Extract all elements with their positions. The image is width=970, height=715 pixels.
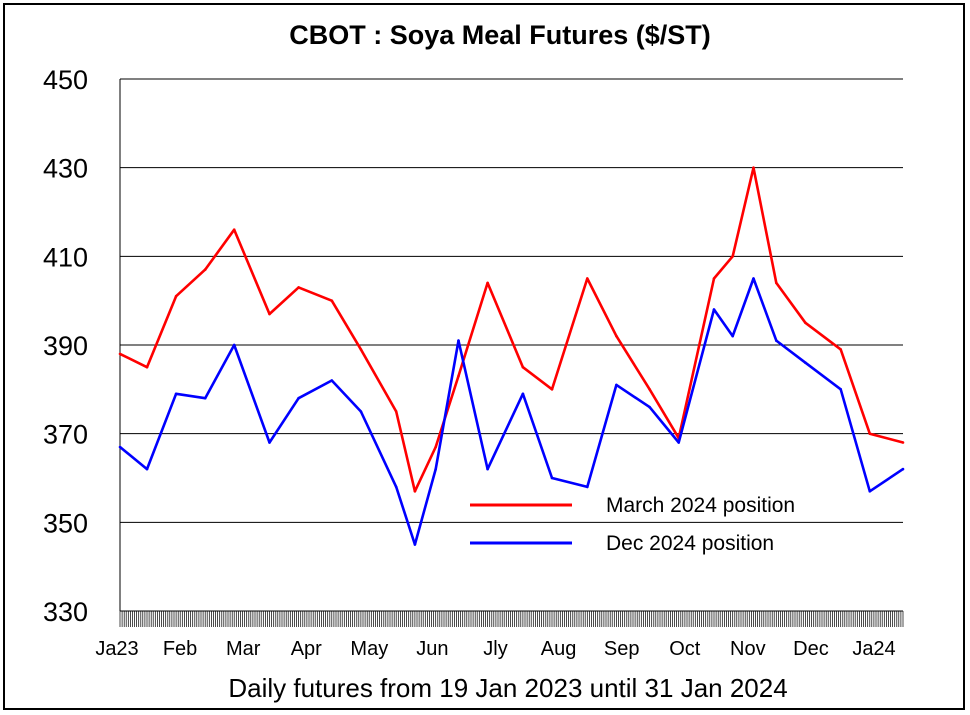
data-point [145,365,149,369]
data-point [868,490,872,493]
data-point [775,339,778,342]
data-point [550,388,554,391]
x-tick-label: Sep [604,638,640,660]
data-point [359,348,363,351]
x-axis-ticks: Ja23 Feb Mar Apr May Jun Jly Aug Sep Oct Nov Dec Ja2… [95,611,904,660]
data-point [712,308,716,311]
data-point [804,321,807,325]
y-tick-label: 370 [43,420,88,450]
data-point [145,467,149,471]
data-point [203,268,207,271]
data-point [174,392,178,396]
data-point [434,467,438,471]
data-point [330,379,334,382]
data-point [394,410,398,413]
series-lines [118,166,905,546]
data-point [775,281,778,285]
x-tick-label: Oct [669,638,701,660]
data-point [648,388,651,391]
x-tick-label: May [350,638,388,660]
data-point [586,277,589,280]
x-tick-label: Apr [291,638,322,660]
data-point [550,476,554,480]
data-point [486,467,489,471]
data-point [394,485,398,489]
legend: March 2024 position Dec 2024 position [470,494,795,555]
data-point [521,365,525,369]
x-axis-label: Daily futures from 19 Jan 2023 until 31 … [228,673,787,703]
y-tick-label: 390 [43,331,88,361]
data-point [486,281,489,285]
x-tick-label: Mar [226,638,261,660]
data-point [232,343,236,347]
y-tick-label: 430 [43,154,88,184]
data-point [457,374,460,378]
data-point [457,339,460,342]
data-point [203,396,207,400]
y-tick-label: 450 [43,65,88,95]
data-point [297,286,300,289]
data-point [434,445,438,449]
gridlines [119,78,903,612]
data-point [413,543,417,546]
data-point [118,445,122,449]
x-tick-label: Nov [730,638,766,660]
data-point [118,352,122,356]
data-point [752,166,755,169]
x-tick-label: Jly [483,638,507,660]
legend-label-1: Dec 2024 position [606,532,774,555]
data-point [232,228,236,231]
data-point [586,485,589,489]
data-point [712,277,716,280]
data-point [174,294,178,298]
data-point [839,348,842,351]
x-tick-label: Dec [793,638,829,660]
data-point [752,277,755,280]
data-point [521,392,525,396]
x-tick-label: Feb [163,638,197,660]
data-point [804,361,807,365]
series-line-0 [119,166,904,493]
chart-frame [3,3,965,710]
y-tick-label: 350 [43,508,88,538]
chart-title: CBOT : Soya Meal Futures ($/ST) [289,20,711,50]
series-line-1 [119,277,904,546]
y-axis-ticks: 330 350 370 390 410 430 450 [43,65,88,627]
y-tick-label: 330 [43,597,88,627]
data-point [731,334,734,338]
legend-label-0: March 2024 position [606,494,795,517]
x-day-ticks [119,611,904,627]
data-point [268,441,271,444]
x-tick-label: Aug [541,638,577,660]
data-point [868,432,872,436]
data-point [615,383,618,387]
x-tick-label: Ja23 [95,638,138,660]
x-tick-label: Jun [416,638,448,660]
data-point [330,299,334,303]
x-tick-label: Ja24 [852,638,895,660]
data-point [839,388,842,391]
data-point [731,254,734,258]
data-point [901,441,905,444]
data-point [677,441,680,444]
data-point [359,410,363,413]
data-point [413,490,417,493]
data-point [297,396,300,400]
data-point [268,312,271,316]
data-point [901,467,905,471]
y-tick-label: 410 [43,242,88,272]
data-point [615,334,618,338]
data-point [648,405,651,409]
